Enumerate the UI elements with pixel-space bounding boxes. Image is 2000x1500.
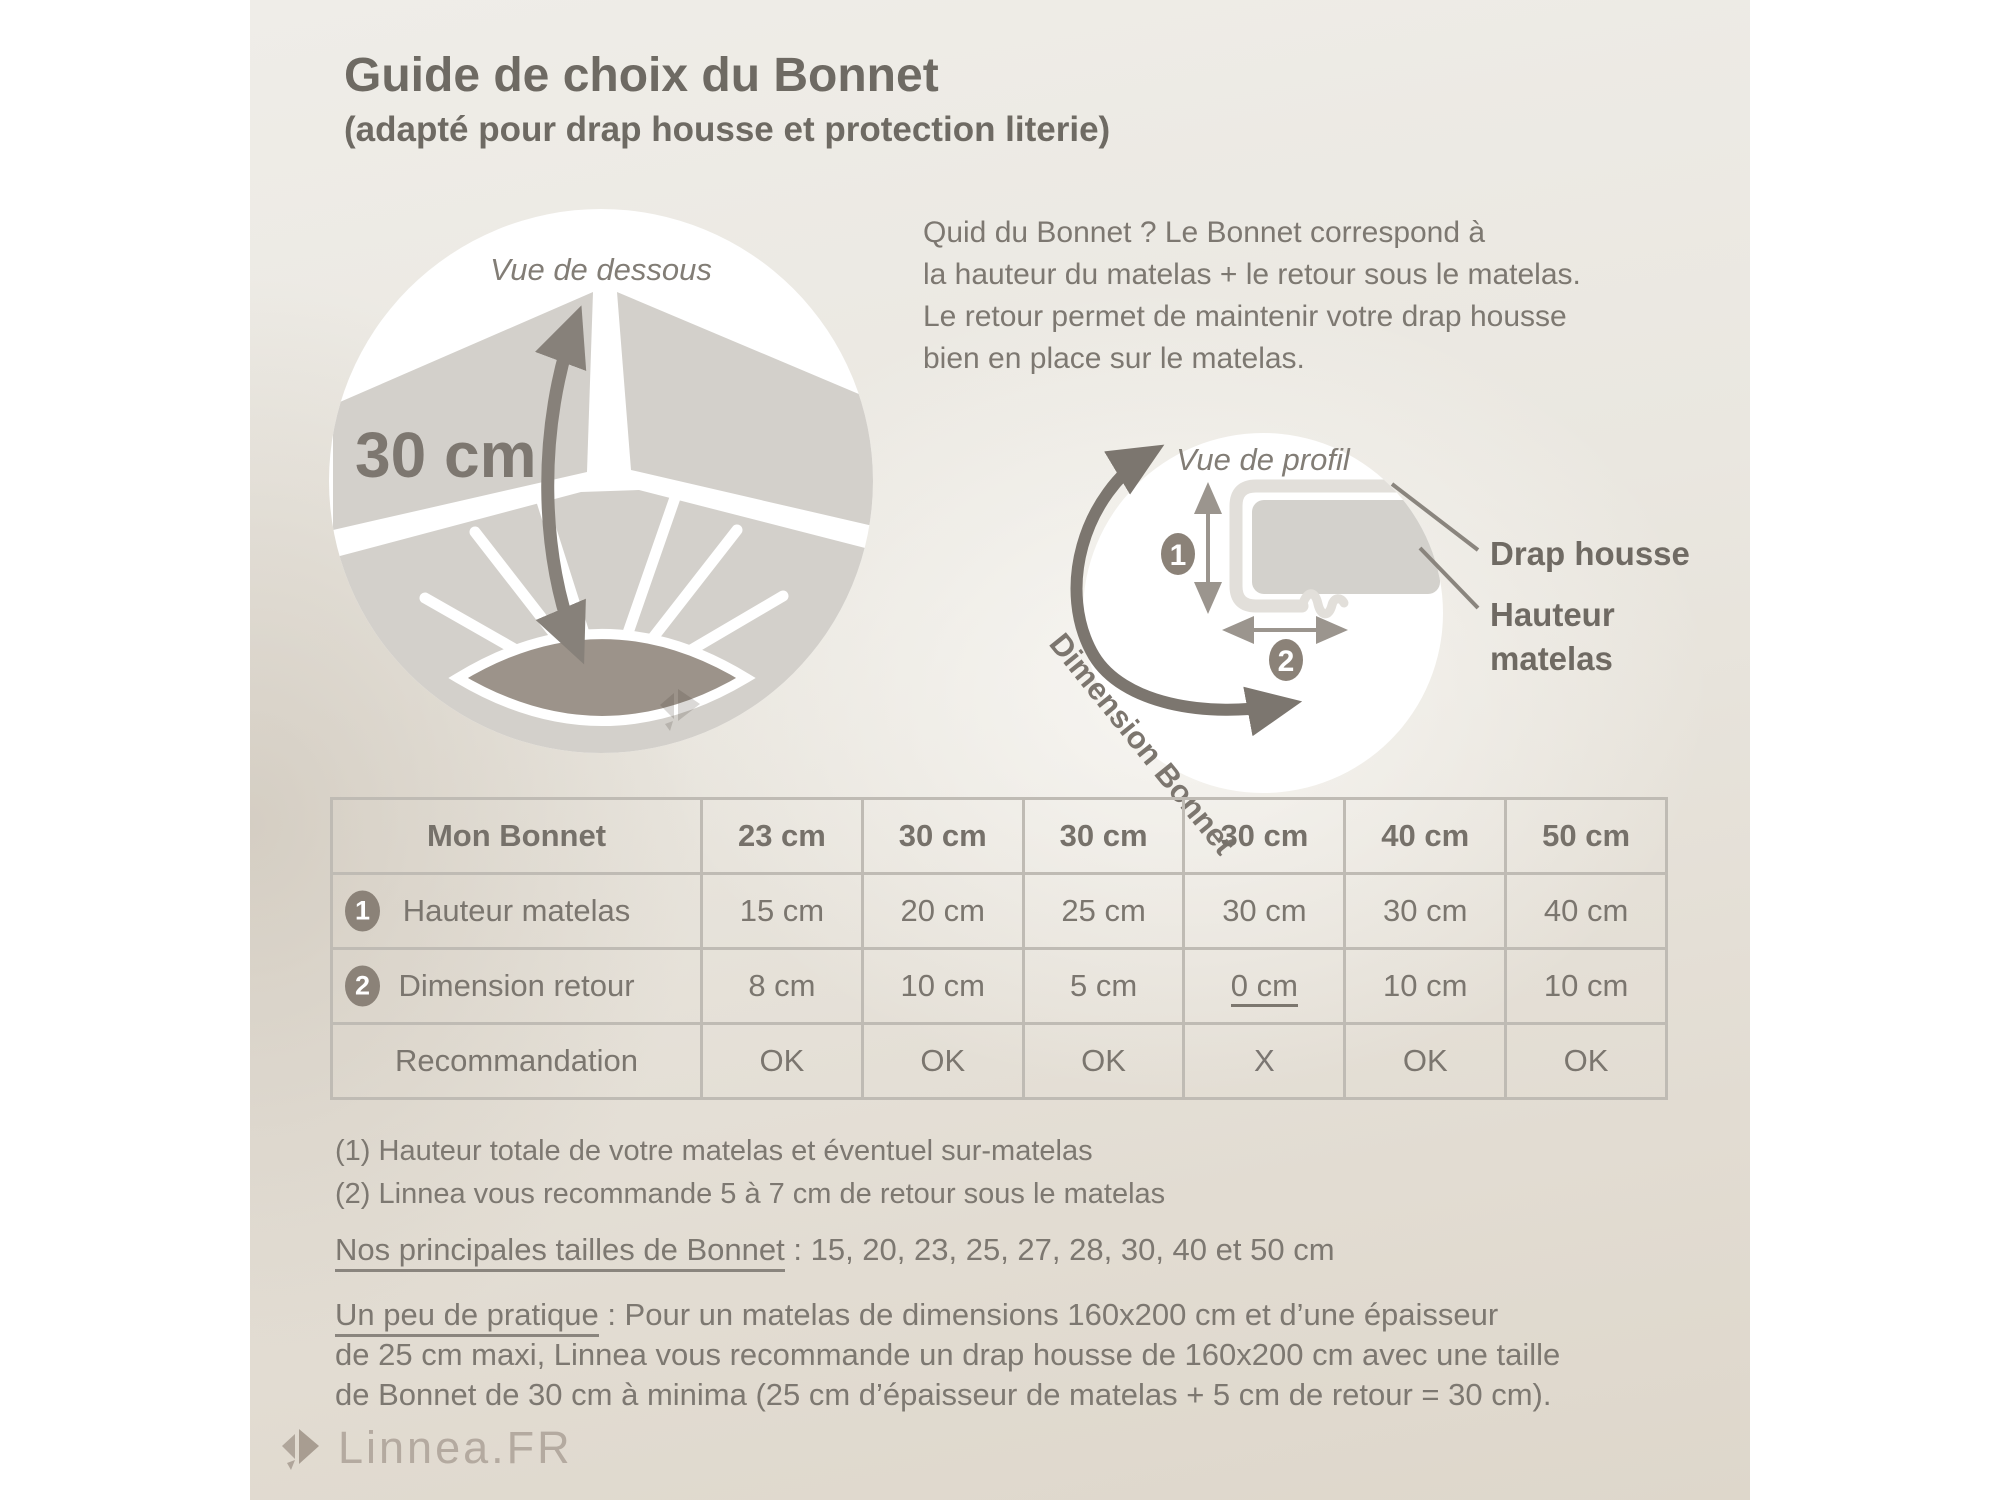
table-row-mattress-height: 1 Hauteur matelas 15 cm 20 cm 25 cm 30 c… — [330, 872, 1668, 950]
header-mon-bonnet: Mon Bonnet — [330, 797, 703, 875]
bottom-view-caption: Vue de dessous — [490, 252, 712, 287]
profile-view-caption: Vue de profil — [1176, 442, 1351, 477]
sizes-line: Nos principales tailles de Bonnet : 15, … — [335, 1232, 1335, 1272]
table-header-row: Mon Bonnet 23 cm 30 cm 30 cm 30 cm 40 cm… — [330, 797, 1668, 875]
practice-line3: de Bonnet de 30 cm à minima (25 cm d’épa… — [335, 1377, 1552, 1412]
sheet-pointer-line — [1390, 482, 1480, 552]
sheet-underside — [329, 490, 873, 753]
footnotes: (1) Hauteur totale de votre matelas et é… — [335, 1135, 1166, 1210]
watermark-logo-icon — [660, 689, 700, 731]
mattress-left-panel — [333, 292, 593, 530]
row-label-cell: 1 Hauteur matelas — [330, 872, 703, 950]
header-col-1: 23 cm — [700, 797, 864, 875]
mattress-right-panel — [617, 292, 873, 526]
practice-line1-rest: : Pour un matelas de dimensions 160x200 … — [598, 1297, 1499, 1332]
bonnet-measure-arrow-icon — [535, 305, 587, 665]
badge-2: 2 — [345, 965, 380, 1007]
dimension-bonnet-arc-arrow-icon — [1070, 444, 1303, 737]
bonnet-size-table: Mon Bonnet 23 cm 30 cm 30 cm 30 cm 40 cm… — [330, 797, 1668, 1100]
zero-return-value: 0 cm — [1230, 968, 1298, 1007]
not-recommended-cell: X — [1182, 1022, 1347, 1100]
brand-logo: Linnea.FR — [280, 1422, 573, 1474]
mattress-label-line1: Hauteur — [1490, 596, 1615, 633]
logo-icon — [282, 1429, 319, 1470]
badge-2-number: 2 — [1278, 645, 1295, 678]
header-col-5: 40 cm — [1343, 797, 1508, 875]
page-title: Guide de choix du Bonnet — [344, 49, 939, 102]
practice-lead: Un peu de pratique — [335, 1297, 599, 1337]
badge-1: 1 — [345, 890, 380, 932]
mattress-shape — [1252, 500, 1440, 594]
practice-line2: de 25 cm maxi, Linnea vous recommande un… — [335, 1337, 1561, 1372]
table-row-recommendation: Recommandation OK OK OK X OK OK — [330, 1022, 1668, 1100]
header-col-3: 30 cm — [1021, 797, 1186, 875]
practice-paragraph: Un peu de pratique : Pour un matelas de … — [335, 1295, 1755, 1415]
bonnet-measurement-label: 30 cm — [355, 419, 536, 491]
mattress-pointer-line — [1418, 546, 1480, 610]
row-label-cell: 2 Dimension retour — [330, 947, 703, 1025]
sizes-lead: Nos principales tailles de Bonnet — [335, 1232, 785, 1272]
content-panel: Guide de choix du Bonnet (adapté pour dr… — [250, 0, 1750, 1500]
sizes-rest: : 15, 20, 23, 25, 27, 28, 30, 40 et 50 c… — [784, 1232, 1335, 1267]
header-col-2: 30 cm — [860, 797, 1025, 875]
sheet-elastic-curl — [1297, 589, 1349, 619]
header-col-6: 50 cm — [1504, 797, 1668, 875]
intro-paragraph: Quid du Bonnet ? Le Bonnet correspond à … — [923, 216, 1581, 375]
sheet-label: Drap housse — [1490, 535, 1690, 572]
bottom-view-diagram: Vue de dessous 30 cm — [329, 209, 873, 753]
logo-text: Linnea.FR — [338, 1422, 573, 1473]
header-col-4: 30 cm — [1182, 797, 1347, 875]
mattress-label-line2: matelas — [1490, 640, 1613, 677]
table-row-return-dimension: 2 Dimension retour 8 cm 10 cm 5 cm 0 cm … — [330, 947, 1668, 1025]
row-label-cell: Recommandation — [330, 1022, 703, 1100]
page-subtitle: (adapté pour drap housse et protection l… — [344, 110, 1111, 149]
badge-1-number: 1 — [1170, 539, 1187, 572]
